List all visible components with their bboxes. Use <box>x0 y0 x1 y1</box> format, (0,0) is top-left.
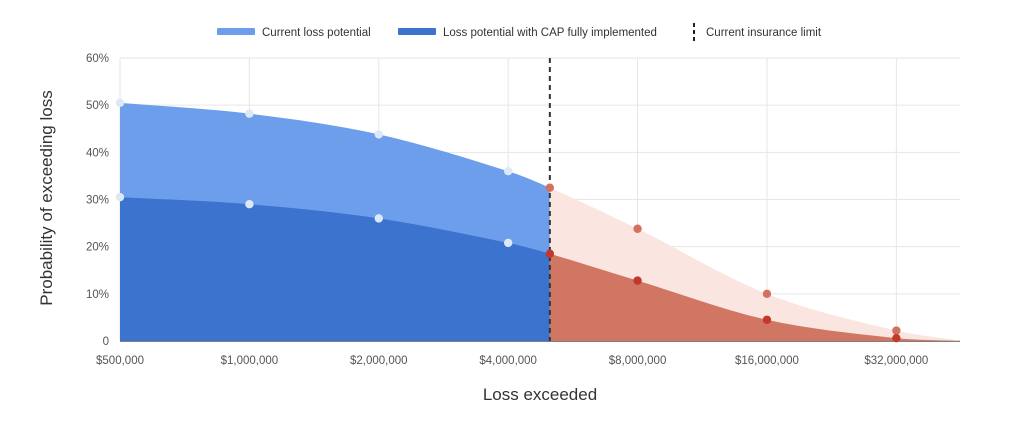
x-tick-label: $2,000,000 <box>350 355 408 367</box>
data-point <box>245 200 254 209</box>
legend: Current loss potential Loss potential wi… <box>217 23 822 41</box>
y-tick-label: 40% <box>86 147 109 159</box>
y-tick-label: 50% <box>86 100 109 112</box>
data-point <box>374 214 383 223</box>
x-axis-title: Loss exceeded <box>483 385 597 404</box>
x-tick-label: $500,000 <box>96 355 144 367</box>
data-point <box>762 289 772 299</box>
data-point <box>115 192 125 202</box>
x-tick-label: $8,000,000 <box>609 355 667 367</box>
x-tick-label: $4,000,000 <box>479 355 537 367</box>
data-point <box>545 249 555 258</box>
data-point <box>892 326 901 335</box>
legend-label-cap: Loss potential with CAP fully implemente… <box>443 27 657 39</box>
data-point <box>245 109 254 118</box>
data-point <box>762 315 772 324</box>
data-point <box>503 238 513 248</box>
data-point <box>633 276 642 285</box>
area-series-1-within-limit <box>120 197 550 341</box>
legend-label-insurance-limit: Current insurance limit <box>706 27 822 39</box>
legend-label-current: Current loss potential <box>262 27 371 39</box>
y-tick-label: 30% <box>86 195 109 207</box>
x-tick-label: $1,000,000 <box>221 355 279 367</box>
legend-swatch-current <box>217 28 255 35</box>
y-tick-label: 10% <box>86 289 109 301</box>
y-axis-title: Probability of exceeding loss <box>37 90 56 305</box>
y-tick-label: 0 <box>103 336 109 348</box>
data-point <box>633 224 642 233</box>
tick-labels: 0 10% 20% 30% 40% 50% 60% $500,000 $1,000,000 $2,… <box>86 53 928 367</box>
y-tick-label: 60% <box>86 53 109 65</box>
areas <box>120 102 960 341</box>
y-tick-label: 20% <box>86 242 109 254</box>
x-tick-label: $32,000,000 <box>864 355 928 367</box>
data-point <box>545 183 555 192</box>
data-point <box>374 130 383 139</box>
legend-swatch-cap <box>398 28 436 35</box>
data-points <box>115 98 901 343</box>
x-tick-label: $16,000,000 <box>735 355 799 367</box>
area-series-1-beyond-limit <box>549 253 960 341</box>
data-point <box>503 167 513 176</box>
data-point <box>892 333 901 343</box>
data-point <box>115 98 125 108</box>
